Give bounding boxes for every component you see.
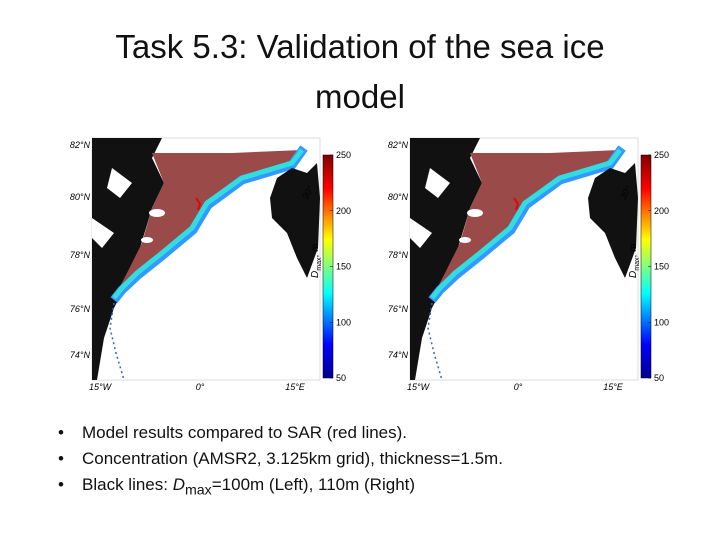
map-image — [410, 138, 638, 380]
bullet-list: Model results compared to SAR (red lines… — [58, 420, 503, 498]
label-part: max — [316, 257, 323, 271]
bullet-text: =100m (Left), 110m (Right) — [211, 475, 416, 494]
title-line: Task 5.3: Validation of the sea ice — [115, 28, 605, 65]
bullet: Model results compared to SAR (red lines… — [58, 420, 503, 446]
colorbar-tick-label: 150 — [654, 262, 669, 272]
bullet: Concentration (AMSR2, 3.125km grid), thi… — [58, 446, 503, 472]
lat-label: 82°N — [70, 140, 91, 150]
colorbar-label: Dmax, m — [310, 244, 323, 278]
lat-label: 76°N — [70, 304, 91, 314]
lon-label: 0° — [196, 382, 205, 392]
bullet-text: max — [184, 482, 212, 499]
lat-label: 78°N — [388, 250, 409, 260]
title-line: model — [315, 78, 405, 115]
label-part: , m — [310, 244, 321, 258]
colorbar-tick-label: 200 — [336, 206, 351, 216]
colorbar-tick-label: 100 — [336, 317, 351, 327]
bullet-text: D — [172, 475, 185, 494]
lon-label: 15°W — [89, 382, 113, 392]
label-part: max — [634, 257, 641, 271]
map-labels: 82°N80°N78°N76°N74°N15°W 0° 15°E30°5010015… — [388, 140, 669, 392]
bullet: Black lines: Dmax=100m (Left), 110m (Rig… — [58, 472, 503, 498]
lat-label: 74°N — [70, 350, 91, 360]
colorbar-tick-label: 250 — [336, 150, 351, 160]
label-part: , m — [628, 244, 639, 258]
lat-label: 82°N — [388, 140, 409, 150]
colorbar-label: Dmax, m — [628, 244, 641, 278]
slide-title: Task 5.3: Validation of the sea ice mode… — [0, 22, 720, 122]
colorbar-tick-label: 250 — [654, 150, 669, 160]
lat-label: 78°N — [70, 250, 91, 260]
lon-label: 15°E — [603, 382, 624, 392]
bullet-text: Model results compared to SAR (red lines… — [82, 423, 408, 442]
colorbar-tick-label: 50 — [654, 373, 664, 383]
colorbar-tick-label: 200 — [654, 206, 669, 216]
label-part: D — [310, 271, 321, 278]
lat-label: 76°N — [388, 304, 409, 314]
colorbar-tick-label: 100 — [654, 317, 669, 327]
map-image — [92, 138, 320, 380]
lat-label: 80°N — [70, 192, 91, 202]
bullet-text: Black lines: — [82, 475, 173, 494]
lat-label: 80°N — [388, 192, 409, 202]
lon-label: 15°E — [285, 382, 306, 392]
colorbar-tick-label: 150 — [336, 262, 351, 272]
lon-label: 15°W — [407, 382, 431, 392]
lon-label: 0° — [514, 382, 523, 392]
lat-label: 74°N — [388, 350, 409, 360]
figure: 82°N80°N78°N76°N74°N15°W 0° 15°E30°5010015… — [70, 0, 669, 392]
bullet-text: Concentration (AMSR2, 3.125km grid), thi… — [82, 449, 503, 468]
label-part: D — [628, 271, 639, 278]
colorbar-tick-label: 50 — [336, 373, 346, 383]
